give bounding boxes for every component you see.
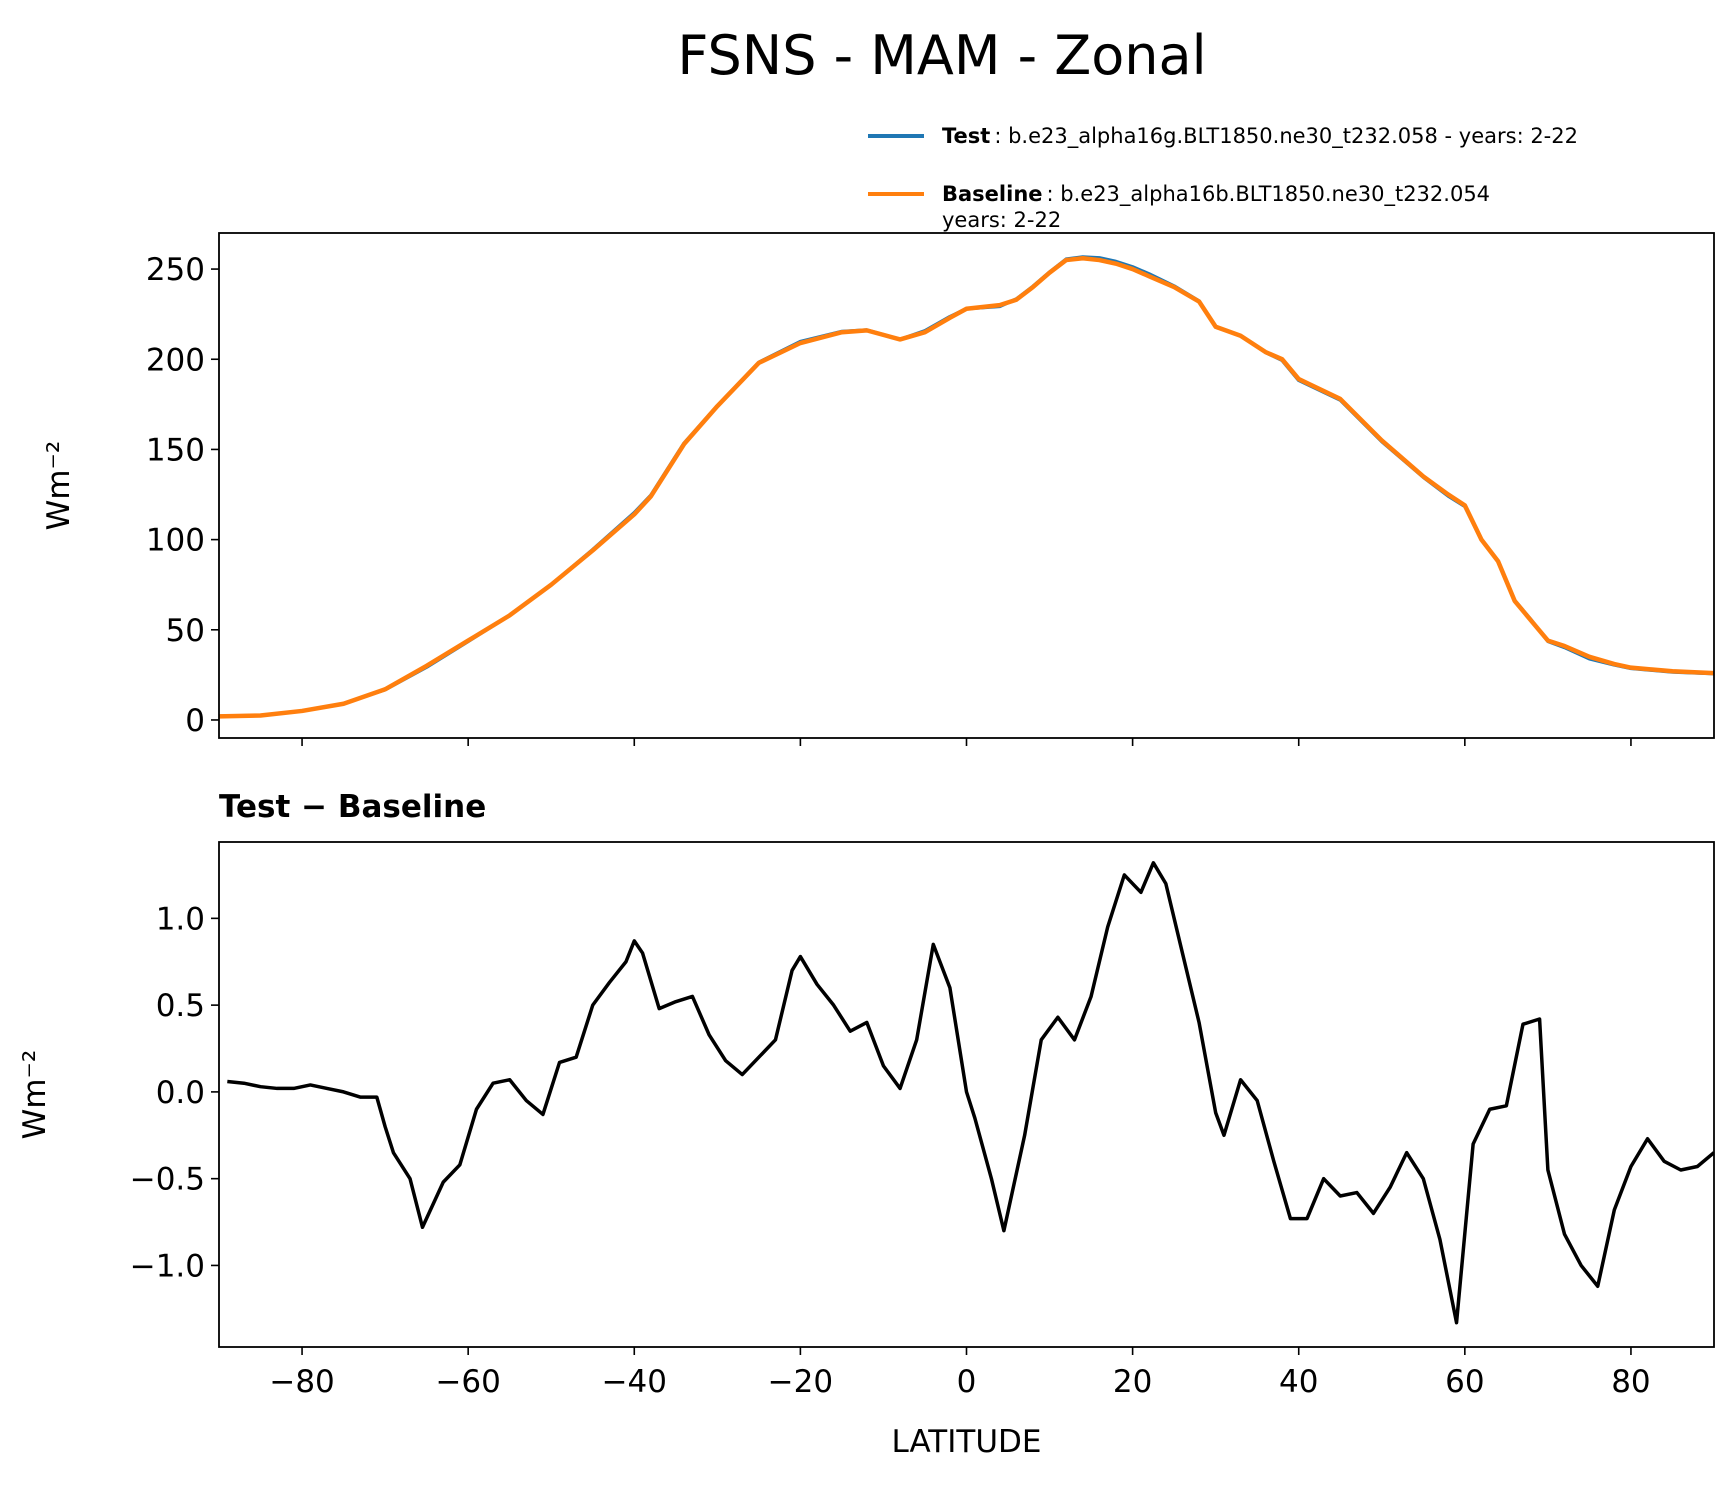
plot-frame bbox=[218, 841, 1715, 1348]
x-tick-label: 0 bbox=[957, 1364, 977, 1400]
y-tick-label: 0.5 bbox=[156, 988, 205, 1024]
data-line bbox=[219, 255, 1714, 718]
legend-name: Baseline bbox=[942, 182, 1043, 206]
x-tick-label: 20 bbox=[1113, 1364, 1152, 1400]
y-tick-label: −0.5 bbox=[130, 1162, 205, 1198]
y-tick-label: 0 bbox=[185, 703, 205, 739]
y-tick-label: 100 bbox=[146, 523, 205, 559]
y-tick-label: 250 bbox=[146, 252, 205, 288]
legend-text: : b.e23_alpha16b.BLT1850.ne30_t232.054 bbox=[1047, 182, 1491, 207]
y-tick-label: 1.0 bbox=[156, 901, 205, 937]
x-tick-label: −80 bbox=[269, 1364, 334, 1400]
y-tick-label: 200 bbox=[146, 342, 205, 378]
x-tick-label: 60 bbox=[1445, 1364, 1484, 1400]
x-tick-label: 80 bbox=[1611, 1364, 1650, 1400]
x-axis-label: LATITUDE bbox=[892, 1424, 1042, 1460]
legend-text: years: 2-22 bbox=[942, 208, 1061, 232]
x-tick-label: −60 bbox=[435, 1364, 500, 1400]
legend-text: : b.e23_alpha16g.BLT1850.ne30_t232.058 -… bbox=[994, 124, 1578, 149]
plot-frame bbox=[218, 232, 1715, 739]
y-tick-label: 50 bbox=[166, 613, 205, 649]
data-line bbox=[219, 256, 1714, 719]
legend-name: Test bbox=[942, 124, 990, 148]
y-tick-label: −1.0 bbox=[130, 1248, 205, 1284]
x-tick-label: −40 bbox=[602, 1364, 667, 1400]
y-axis-label: Wm⁻² bbox=[41, 441, 77, 531]
y-axis-label: Wm⁻² bbox=[17, 1050, 53, 1140]
chart-title: FSNS - MAM - Zonal bbox=[677, 24, 1206, 87]
x-tick-label: 40 bbox=[1279, 1364, 1318, 1400]
subtitle: Test − Baseline bbox=[219, 789, 486, 825]
y-tick-label: 150 bbox=[146, 432, 205, 468]
x-tick-label: −20 bbox=[768, 1364, 833, 1400]
data-line bbox=[227, 861, 1714, 1325]
y-tick-label: 0.0 bbox=[156, 1075, 205, 1111]
